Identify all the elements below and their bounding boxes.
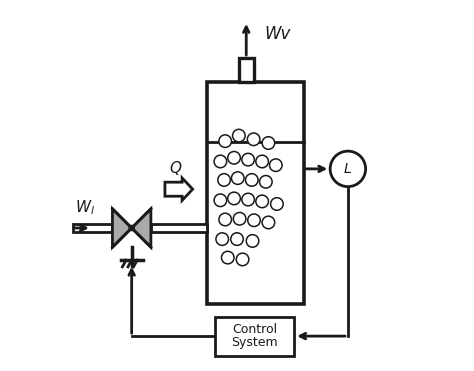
Text: Control: Control xyxy=(232,324,277,336)
Circle shape xyxy=(233,129,245,142)
Circle shape xyxy=(219,213,231,226)
Circle shape xyxy=(256,195,268,208)
Circle shape xyxy=(214,155,227,168)
Circle shape xyxy=(242,153,255,166)
Circle shape xyxy=(246,235,259,247)
Text: System: System xyxy=(231,336,278,349)
Circle shape xyxy=(248,214,260,227)
Circle shape xyxy=(221,251,234,264)
Bar xyxy=(239,58,254,82)
Circle shape xyxy=(246,174,258,186)
Circle shape xyxy=(218,174,230,186)
Circle shape xyxy=(247,133,260,145)
Circle shape xyxy=(231,233,243,245)
Circle shape xyxy=(216,233,228,245)
Bar xyxy=(215,317,294,355)
Circle shape xyxy=(233,213,246,225)
Text: L: L xyxy=(344,162,352,176)
Circle shape xyxy=(228,192,240,205)
Circle shape xyxy=(228,151,240,164)
Polygon shape xyxy=(132,209,151,247)
Circle shape xyxy=(231,172,244,184)
Circle shape xyxy=(271,198,283,210)
Bar xyxy=(151,224,208,232)
Circle shape xyxy=(236,253,249,266)
Circle shape xyxy=(330,151,365,187)
Circle shape xyxy=(270,159,282,171)
Circle shape xyxy=(262,137,275,149)
Circle shape xyxy=(214,194,227,207)
Bar xyxy=(73,224,112,232)
Circle shape xyxy=(242,193,255,206)
Circle shape xyxy=(129,226,134,231)
Text: Q: Q xyxy=(170,161,182,176)
Text: W$_l$: W$_l$ xyxy=(75,198,95,217)
Circle shape xyxy=(262,216,275,229)
Circle shape xyxy=(260,175,272,188)
Circle shape xyxy=(219,135,231,147)
FancyArrow shape xyxy=(165,178,192,200)
Text: Wv: Wv xyxy=(264,25,291,43)
Bar xyxy=(208,82,303,304)
Polygon shape xyxy=(112,209,132,247)
Circle shape xyxy=(256,155,268,168)
